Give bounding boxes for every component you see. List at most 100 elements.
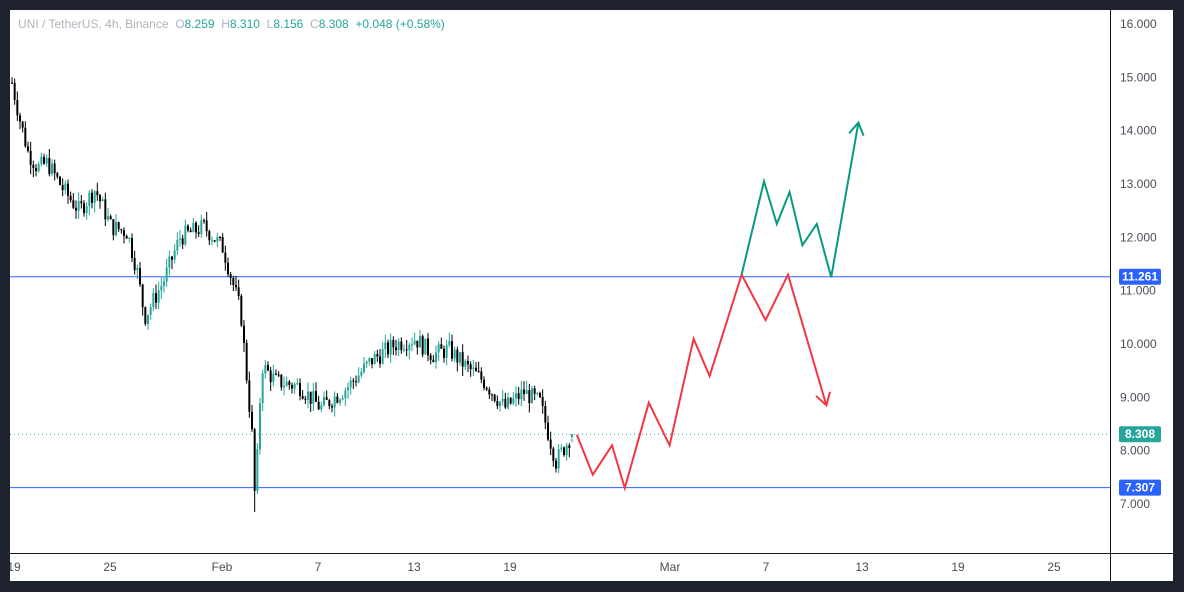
price-chart[interactable]: 16.000 15.000 14.000 13.000 12.000 11.000 10.0…: [10, 10, 1173, 581]
candle-body: [75, 207, 77, 211]
candle-body: [19, 115, 21, 122]
candle-body: [155, 293, 157, 303]
candle-body: [373, 354, 376, 365]
horizontal-levels[interactable]: [10, 276, 1110, 489]
symbol-title[interactable]: UNI / TetherUS, 4h, Binance: [18, 17, 169, 31]
candle-body: [283, 385, 285, 388]
bearish-projection-path[interactable]: [575, 271, 828, 492]
time-axis[interactable]: 19 25 Feb 7 13 19 Mar 7 13 19 25: [10, 560, 1061, 574]
candle-body: [128, 237, 131, 239]
candle-body: [272, 373, 275, 383]
candle-body: [323, 397, 325, 406]
x-tick-label: Mar: [660, 560, 681, 574]
candle-body: [176, 239, 179, 251]
y-tick-label: 14.000: [1120, 124, 1157, 138]
bearish-arrow-head: [815, 391, 832, 408]
candle-body: [93, 191, 96, 203]
candle-body: [523, 389, 525, 394]
candle-body: [240, 295, 243, 326]
candle-body: [61, 184, 64, 191]
candle-body: [493, 394, 496, 402]
candle-body: [480, 371, 483, 380]
candle-body: [408, 344, 411, 351]
price-tags: 11.261 7.307 8.308: [1119, 268, 1161, 496]
candle-body: [376, 354, 379, 357]
candle-body: [195, 222, 197, 233]
candle-body: [517, 393, 520, 400]
projection-paths[interactable]: [575, 120, 865, 492]
candle-body: [123, 230, 125, 236]
candle-body: [325, 397, 328, 401]
candle-body: [544, 406, 547, 423]
candle-body: [187, 225, 189, 231]
candle-body: [552, 448, 555, 461]
chart-frame[interactable]: UNI / TetherUS, 4h, Binance O8.259 H8.31…: [10, 10, 1173, 581]
candle-body: [547, 422, 549, 440]
y-tick-label: 9.000: [1120, 390, 1150, 404]
candle-body: [165, 267, 168, 282]
level-tag-label: 11.261: [1122, 270, 1158, 284]
candle-body: [421, 336, 424, 355]
candle-body: [315, 391, 317, 402]
candle-body: [83, 203, 85, 214]
price-axis[interactable]: 16.000 15.000 14.000 13.000 12.000 11.000 10.0…: [1120, 17, 1157, 511]
candle-body: [549, 439, 552, 449]
candle-body: [427, 338, 429, 356]
candle-body: [293, 384, 296, 389]
candle-body: [53, 163, 56, 174]
low-label: L: [266, 17, 274, 31]
candle-body: [211, 240, 213, 242]
candle-body: [224, 252, 227, 263]
candle-body: [339, 399, 341, 403]
candle-body: [509, 397, 512, 404]
candle-body: [168, 256, 171, 268]
candle-body: [24, 127, 27, 147]
candle-body: [515, 393, 517, 399]
candle-body: [149, 307, 152, 315]
candle-body: [387, 342, 389, 355]
candle-body: [136, 268, 139, 271]
candle-body: [355, 381, 357, 383]
candle-body: [565, 445, 568, 456]
candle-body: [27, 146, 29, 151]
candle-body: [171, 256, 173, 260]
candle-body: [192, 222, 195, 233]
y-tick-label: 13.000: [1120, 177, 1157, 191]
candle-body: [413, 340, 416, 345]
candle-body: [131, 237, 133, 258]
candle-body: [261, 373, 264, 404]
candle-body: [181, 238, 184, 245]
candle-body: [405, 349, 408, 351]
candle-body: [363, 363, 365, 372]
candle-body: [235, 284, 237, 288]
candle-body: [200, 220, 203, 235]
candle-body: [557, 449, 560, 469]
candle-body: [360, 371, 363, 376]
candle-body: [571, 434, 573, 437]
candle-body: [88, 192, 91, 207]
candle-body: [269, 370, 272, 383]
candle-body: [317, 401, 320, 410]
candle-body: [216, 236, 219, 242]
candle-body: [32, 164, 35, 168]
candle-body: [541, 397, 544, 407]
candle-body: [467, 360, 469, 365]
candle-body: [560, 447, 563, 450]
x-tick-label: Feb: [212, 560, 233, 574]
candle-body: [77, 201, 80, 211]
open-value: 8.259: [184, 17, 215, 31]
candle-body: [35, 167, 37, 172]
high-value: 8.310: [229, 17, 260, 31]
candle-body: [51, 163, 53, 175]
candle-body: [472, 367, 475, 370]
candle-body: [555, 460, 557, 469]
candle-body: [251, 411, 253, 430]
y-tick-label: 7.000: [1120, 497, 1150, 511]
y-tick-label: 15.000: [1120, 70, 1157, 84]
candle-body: [331, 406, 333, 408]
candle-body: [307, 391, 309, 400]
candle-body: [152, 293, 155, 308]
bullish-projection-path[interactable]: [740, 122, 860, 278]
candle-body: [304, 398, 307, 400]
candle-body: [443, 348, 445, 358]
